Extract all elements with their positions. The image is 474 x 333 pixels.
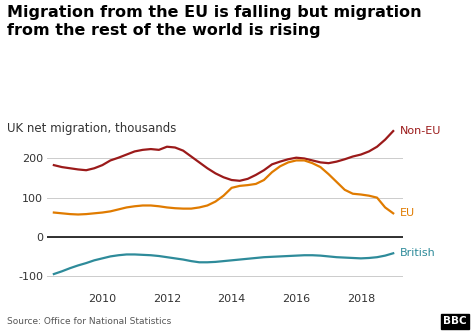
Text: Source: Office for National Statistics: Source: Office for National Statistics xyxy=(7,317,172,326)
Text: British: British xyxy=(400,248,436,258)
Text: EU: EU xyxy=(400,208,415,218)
Text: BBC: BBC xyxy=(443,316,467,326)
Text: Migration from the EU is falling but migration
from the rest of the world is ris: Migration from the EU is falling but mig… xyxy=(7,5,422,38)
Text: UK net migration, thousands: UK net migration, thousands xyxy=(7,122,176,135)
Text: Non-EU: Non-EU xyxy=(400,126,441,136)
